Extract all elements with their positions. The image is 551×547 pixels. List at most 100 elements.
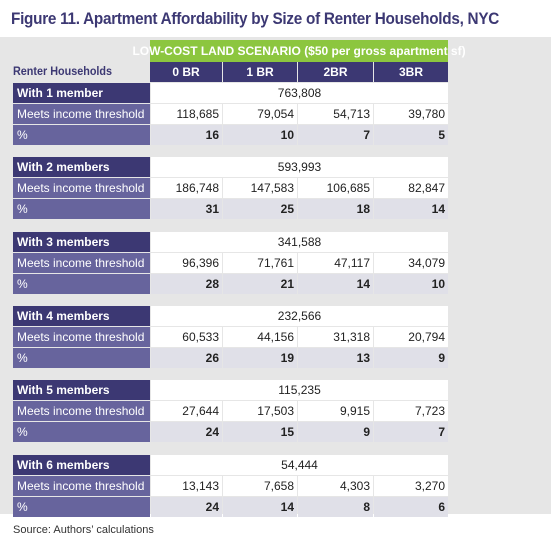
group-label: With 6 members: [13, 455, 150, 475]
table-row: Meets income threshold 96,396 71,761 47,…: [13, 253, 448, 273]
group-block: With 1 member 763,808 Meets income thres…: [13, 83, 448, 146]
table-row: With 4 members 232,566: [13, 306, 448, 326]
pct-3br: 5: [374, 125, 448, 145]
meets-3br: 3,270: [374, 476, 448, 496]
meets-2br: 106,685: [298, 178, 373, 198]
group-label: With 1 member: [13, 83, 150, 103]
pct-1br: 15: [223, 422, 297, 442]
meets-label: Meets income threshold: [13, 178, 150, 198]
column-header-1br: 1 BR: [223, 62, 297, 82]
table-row: Meets income threshold 13,143 7,658 4,30…: [13, 476, 448, 496]
meets-2br: 54,713: [298, 104, 373, 124]
table-row: With 3 members 341,588: [13, 232, 448, 252]
figure-title: Figure 11. Apartment Affordability by Si…: [11, 9, 500, 28]
meets-label: Meets income threshold: [13, 476, 150, 496]
group-total: 593,993: [151, 157, 448, 177]
pct-2br: 8: [298, 497, 373, 517]
pct-0br: 24: [151, 497, 222, 517]
pct-2br: 13: [298, 348, 373, 368]
meets-0br: 60,533: [151, 327, 222, 347]
scenario-header: LOW-COST LAND SCENARIO ($50 per gross ap…: [132, 40, 466, 62]
group-label: With 5 members: [13, 380, 150, 400]
meets-1br: 7,658: [223, 476, 297, 496]
meets-1br: 147,583: [223, 178, 297, 198]
pct-1br: 10: [223, 125, 297, 145]
meets-1br: 71,761: [223, 253, 297, 273]
pct-1br: 21: [223, 274, 297, 294]
pct-3br: 9: [374, 348, 448, 368]
table-row: Meets income threshold 27,644 17,503 9,9…: [13, 401, 448, 421]
meets-3br: 82,847: [374, 178, 448, 198]
pct-label: %: [13, 274, 150, 294]
group-total: 763,808: [151, 83, 448, 103]
group-total: 232,566: [151, 306, 448, 326]
group-block: With 2 members 593,993 Meets income thre…: [13, 157, 448, 220]
group-total: 341,588: [151, 232, 448, 252]
pct-1br: 14: [223, 497, 297, 517]
pct-1br: 25: [223, 199, 297, 219]
pct-1br: 19: [223, 348, 297, 368]
table-row: % 28 21 14 10: [13, 274, 448, 294]
pct-2br: 9: [298, 422, 373, 442]
pct-2br: 18: [298, 199, 373, 219]
table-row: Meets income threshold 118,685 79,054 54…: [13, 104, 448, 124]
pct-3br: 7: [374, 422, 448, 442]
group-total: 54,444: [151, 455, 448, 475]
row-header-label: Renter Households: [13, 64, 113, 78]
column-header-0br: 0 BR: [150, 62, 222, 82]
meets-2br: 47,117: [298, 253, 373, 273]
source-note: Source: Authors’ calculations: [13, 524, 154, 536]
meets-3br: 39,780: [374, 104, 448, 124]
group-block: With 4 members 232,566 Meets income thre…: [13, 306, 448, 369]
pct-2br: 14: [298, 274, 373, 294]
meets-0br: 27,644: [151, 401, 222, 421]
table-row: % 26 19 13 9: [13, 348, 448, 368]
meets-label: Meets income threshold: [13, 327, 150, 347]
meets-2br: 4,303: [298, 476, 373, 496]
group-label: With 4 members: [13, 306, 150, 326]
meets-0br: 186,748: [151, 178, 222, 198]
pct-0br: 31: [151, 199, 222, 219]
table-row: With 5 members 115,235: [13, 380, 448, 400]
pct-label: %: [13, 125, 150, 145]
pct-label: %: [13, 422, 150, 442]
pct-3br: 6: [374, 497, 448, 517]
table-row: % 31 25 18 14: [13, 199, 448, 219]
meets-label: Meets income threshold: [13, 401, 150, 421]
meets-label: Meets income threshold: [13, 253, 150, 273]
group-total: 115,235: [151, 380, 448, 400]
meets-3br: 20,794: [374, 327, 448, 347]
column-header-3br: 3BR: [374, 62, 448, 82]
table-row: % 24 15 9 7: [13, 422, 448, 442]
column-header-2br: 2BR: [298, 62, 373, 82]
group-block: With 6 members 54,444 Meets income thres…: [13, 455, 448, 518]
table-row: With 6 members 54,444: [13, 455, 448, 475]
group-block: With 3 members 341,588 Meets income thre…: [13, 232, 448, 295]
meets-0br: 13,143: [151, 476, 222, 496]
meets-1br: 79,054: [223, 104, 297, 124]
pct-label: %: [13, 348, 150, 368]
meets-label: Meets income threshold: [13, 104, 150, 124]
table-row: With 1 member 763,808: [13, 83, 448, 103]
group-label: With 2 members: [13, 157, 150, 177]
table-row: % 16 10 7 5: [13, 125, 448, 145]
meets-0br: 118,685: [151, 104, 222, 124]
group-block: With 5 members 115,235 Meets income thre…: [13, 380, 448, 443]
pct-0br: 24: [151, 422, 222, 442]
group-label: With 3 members: [13, 232, 150, 252]
pct-3br: 14: [374, 199, 448, 219]
meets-3br: 34,079: [374, 253, 448, 273]
pct-3br: 10: [374, 274, 448, 294]
pct-0br: 26: [151, 348, 222, 368]
table-row: Meets income threshold 60,533 44,156 31,…: [13, 327, 448, 347]
pct-0br: 28: [151, 274, 222, 294]
meets-0br: 96,396: [151, 253, 222, 273]
meets-2br: 9,915: [298, 401, 373, 421]
table-row: Meets income threshold 186,748 147,583 1…: [13, 178, 448, 198]
meets-1br: 44,156: [223, 327, 297, 347]
pct-2br: 7: [298, 125, 373, 145]
table-row: % 24 14 8 6: [13, 497, 448, 517]
pct-label: %: [13, 199, 150, 219]
meets-3br: 7,723: [374, 401, 448, 421]
pct-label: %: [13, 497, 150, 517]
